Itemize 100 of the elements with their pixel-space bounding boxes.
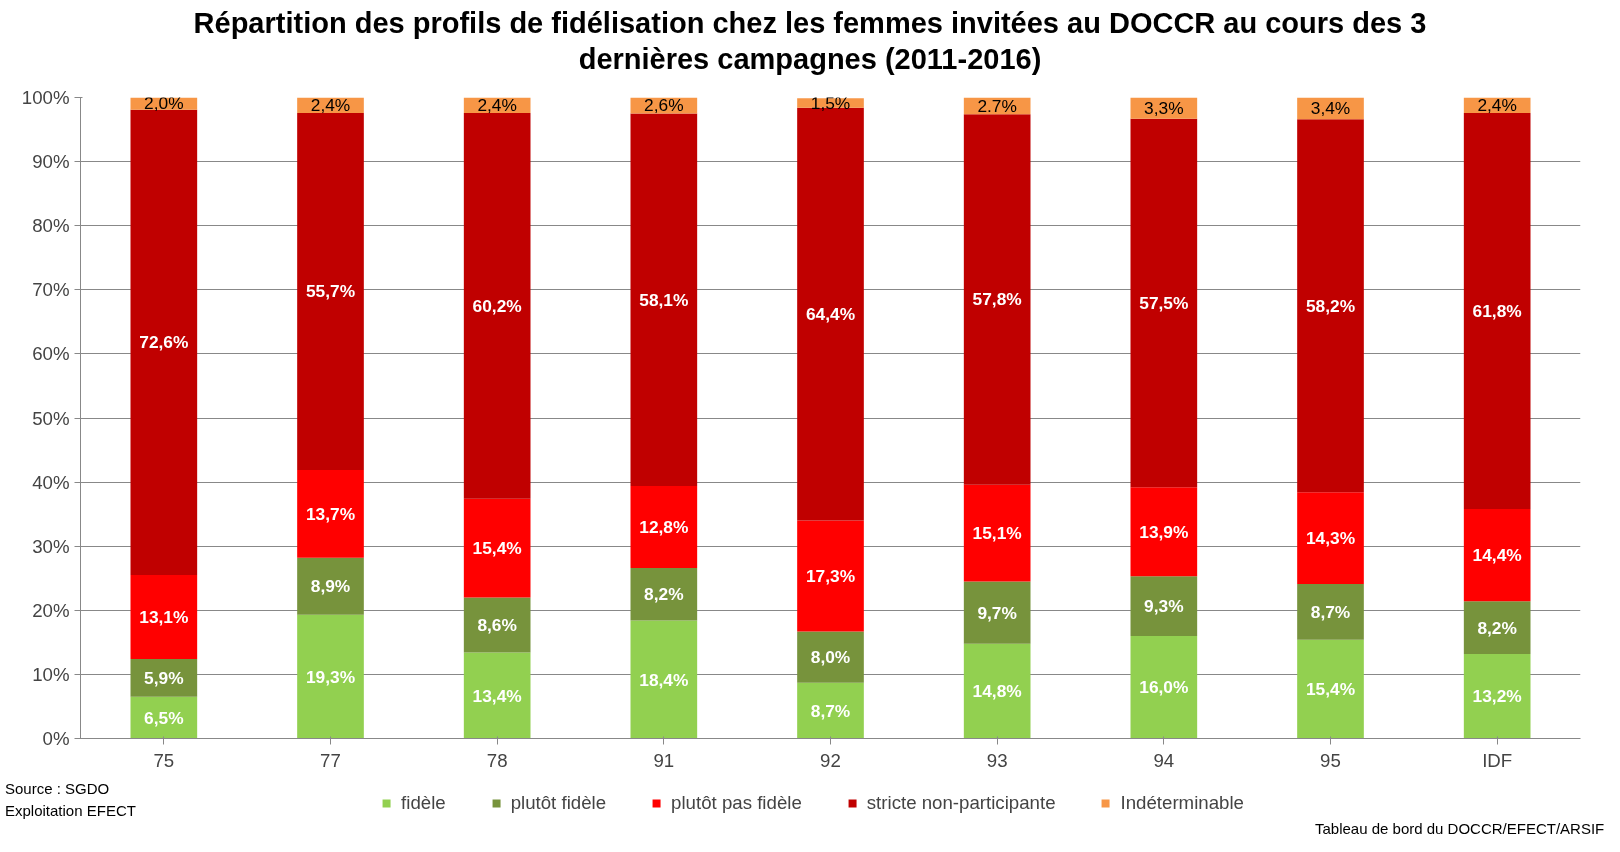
data-label: 9,7% bbox=[977, 602, 1017, 623]
bar bbox=[963, 484, 1031, 581]
data-label: 60,2% bbox=[472, 295, 522, 316]
data-label: 18,4% bbox=[639, 669, 689, 690]
data-label: 13,2% bbox=[1472, 685, 1522, 706]
data-label: 8,2% bbox=[1477, 617, 1517, 638]
data-label: 19,3% bbox=[305, 666, 356, 687]
bar bbox=[797, 630, 864, 683]
data-label: 8,6% bbox=[477, 614, 517, 635]
bar bbox=[130, 109, 198, 575]
data-label: 5,9% bbox=[144, 667, 184, 688]
bar bbox=[463, 596, 531, 653]
bar bbox=[297, 614, 364, 738]
bar bbox=[297, 112, 364, 470]
y-tick-label: 80% bbox=[32, 214, 70, 236]
data-label: 3,4% bbox=[1310, 97, 1351, 118]
bar bbox=[1130, 635, 1198, 738]
data-label: 14,3% bbox=[1305, 527, 1356, 548]
bar bbox=[963, 113, 1031, 485]
bar bbox=[963, 643, 1031, 738]
x-tick-label: 94 bbox=[1153, 749, 1175, 770]
bar bbox=[1130, 575, 1198, 636]
chart-title: Répartition des profils de fidélisation chez les femmes invitées au DOCCR au cours des 3 dernières campagnes (2011-2016) bbox=[192, 6, 1428, 78]
bar bbox=[797, 682, 864, 738]
x-tick-label: 78 bbox=[486, 749, 508, 770]
legend-label: fidèle bbox=[401, 791, 446, 814]
bar bbox=[1297, 583, 1364, 640]
y-tick-label: 0% bbox=[42, 727, 70, 749]
bar bbox=[463, 498, 531, 597]
data-label: 58,2% bbox=[1305, 295, 1356, 316]
data-label: 57,8% bbox=[972, 288, 1022, 309]
bar bbox=[1297, 639, 1364, 738]
data-label: 58,1% bbox=[639, 289, 689, 310]
legend-label: Indéterminable bbox=[1120, 791, 1244, 814]
legend-label: plutôt pas fidèle bbox=[671, 791, 802, 814]
bar bbox=[630, 113, 698, 486]
bar bbox=[1463, 653, 1531, 738]
bar bbox=[1130, 118, 1198, 487]
data-label: 57,5% bbox=[1139, 292, 1189, 313]
data-label: 14,8% bbox=[972, 680, 1022, 701]
y-tick-label: 40% bbox=[32, 471, 70, 493]
data-label: 17,3% bbox=[805, 565, 856, 586]
data-label: 12,8% bbox=[639, 516, 689, 537]
data-label: 16,0% bbox=[1139, 676, 1189, 697]
data-label: 61,8% bbox=[1472, 300, 1522, 321]
bar bbox=[630, 620, 698, 738]
data-label: 6,5% bbox=[144, 707, 184, 728]
data-label: 15,4% bbox=[1305, 678, 1356, 699]
bar bbox=[1130, 486, 1198, 576]
data-label: 8,7% bbox=[810, 700, 851, 721]
data-label: 13,4% bbox=[472, 685, 522, 706]
bar bbox=[297, 469, 364, 558]
bar bbox=[463, 652, 531, 738]
data-label: 64,4% bbox=[805, 303, 856, 324]
y-tick-label: 50% bbox=[32, 407, 70, 428]
x-tick-label: IDF bbox=[1482, 749, 1513, 770]
data-label: 2.7% bbox=[977, 95, 1017, 116]
data-label: 15,1% bbox=[972, 522, 1022, 543]
bar bbox=[297, 557, 364, 615]
data-label: 13,7% bbox=[305, 503, 356, 524]
data-label: 55,7% bbox=[305, 280, 356, 301]
x-tick-label: 95 bbox=[1320, 749, 1341, 770]
data-label: 14,4% bbox=[1472, 544, 1522, 565]
data-label: 2,0% bbox=[144, 92, 184, 113]
y-tick-label: 10% bbox=[32, 663, 70, 685]
source-note: Source : SGDO bbox=[5, 779, 110, 797]
data-label: 72,6% bbox=[139, 331, 189, 352]
y-tick-label: 30% bbox=[32, 535, 70, 557]
y-tick-label: 70% bbox=[32, 278, 70, 300]
bar bbox=[963, 580, 1031, 644]
x-tick-label: 75 bbox=[153, 749, 175, 770]
data-label: 2,4% bbox=[1477, 94, 1517, 115]
text: Tableau de bord du DOCCR/EFECT/ARSIF bbox=[1315, 818, 1605, 839]
data-label: 8,7% bbox=[1310, 601, 1351, 622]
bar bbox=[630, 485, 698, 568]
y-tick-label: 60% bbox=[32, 342, 70, 364]
bar bbox=[130, 574, 198, 659]
data-label: 15,4% bbox=[472, 537, 522, 558]
x-tick-label: 77 bbox=[320, 749, 341, 770]
y-tick-label: 100% bbox=[21, 86, 70, 108]
text: Exploitation EFECT bbox=[5, 802, 136, 819]
data-label: 3,3% bbox=[1144, 97, 1184, 118]
bar bbox=[1463, 508, 1531, 601]
x-tick-label: 91 bbox=[653, 749, 675, 770]
data-label: 8,9% bbox=[310, 575, 351, 596]
bar bbox=[1463, 112, 1531, 509]
bar bbox=[1463, 600, 1531, 654]
bar bbox=[463, 112, 531, 499]
data-label: 8,2% bbox=[644, 583, 684, 604]
x-tick-label: 93 bbox=[986, 749, 1008, 770]
data-label: 13,1% bbox=[139, 606, 189, 627]
bar bbox=[630, 567, 698, 621]
data-label: 2,4% bbox=[477, 94, 517, 115]
bar bbox=[797, 520, 864, 631]
legend-label: stricte non-participante bbox=[866, 791, 1056, 814]
x-tick-label: 92 bbox=[820, 749, 841, 770]
data-label: 9,3% bbox=[1144, 595, 1184, 616]
y-tick-label: 20% bbox=[32, 599, 70, 621]
legend-label: plutôt fidèle bbox=[510, 791, 607, 814]
data-label: 13,9% bbox=[1139, 521, 1189, 542]
